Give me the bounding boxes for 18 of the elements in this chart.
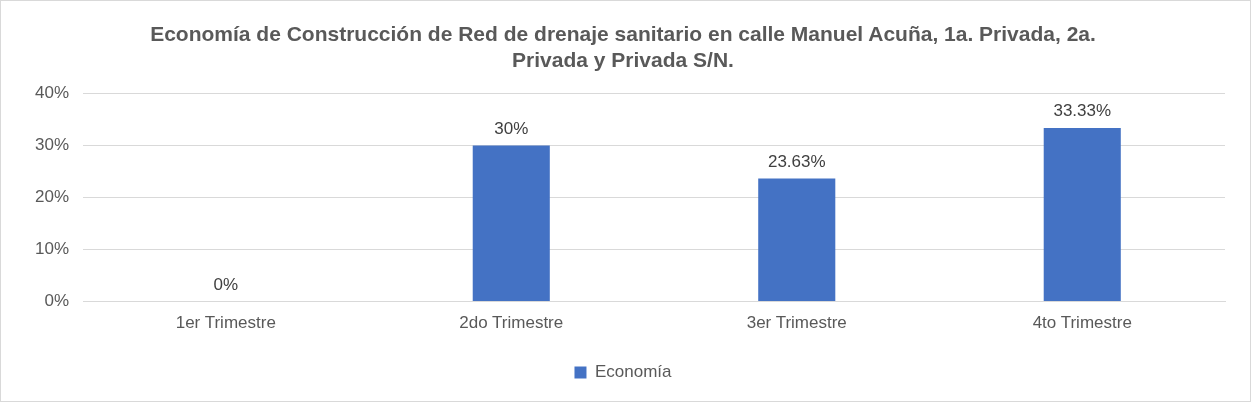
- data-label: 23.63%: [767, 151, 826, 171]
- y-tick-label: 0%: [44, 291, 70, 311]
- data-label: 33.33%: [1053, 101, 1112, 121]
- data-label: 30%: [494, 118, 529, 138]
- bar: [472, 145, 550, 302]
- bar: [1043, 128, 1121, 302]
- x-tick-label: 2do Trimestre: [459, 313, 564, 333]
- y-tick-label: 20%: [34, 187, 70, 207]
- y-tick-label: 40%: [34, 83, 70, 103]
- y-tick-label: 30%: [34, 135, 70, 155]
- x-tick-label: 3er Trimestre: [746, 313, 847, 333]
- data-label: 0%: [213, 274, 239, 294]
- legend-label: Economía: [594, 362, 673, 382]
- bar: [758, 178, 836, 302]
- x-tick-label: 1er Trimestre: [175, 313, 276, 333]
- chart-title: Economía de Construcción de Red de drenaje sanitario en calle Manuel Acuña, 1a. Privada, 2a. Privada y Privada S/N.: [150, 22, 1096, 71]
- y-tick-label: 10%: [34, 239, 70, 259]
- x-tick-label: 4to Trimestre: [1032, 313, 1132, 333]
